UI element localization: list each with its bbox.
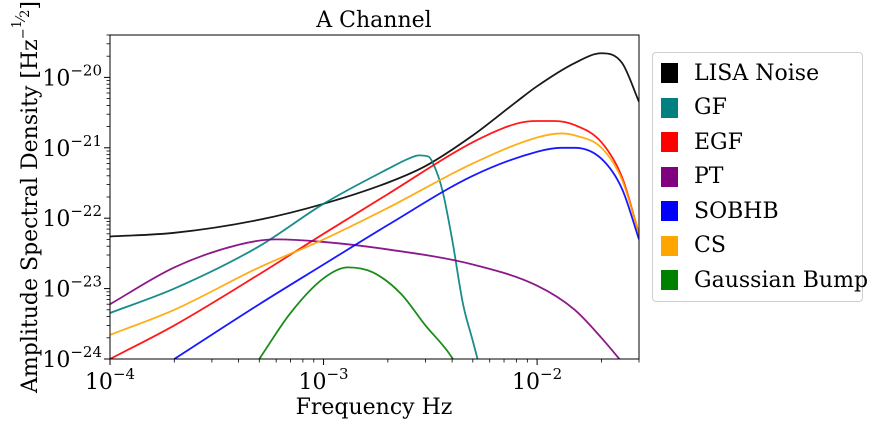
legend-label: Gaussian Bump bbox=[694, 267, 869, 293]
series-line-lisa-noise bbox=[110, 52, 639, 238]
y-axis-label-exp-num: 1 bbox=[10, 20, 25, 28]
legend: LISA Noise GF EGF PT SOBHB CS Gaussian Bump bbox=[652, 52, 868, 302]
series-line-pt bbox=[110, 238, 621, 359]
legend-swatch bbox=[661, 63, 678, 83]
legend-item-cs: CS bbox=[661, 231, 726, 261]
legend-item-lisa-noise: LISA Noise bbox=[661, 58, 819, 88]
y-tick-label: 10−23 bbox=[42, 273, 102, 303]
y-tick-label: 10−21 bbox=[42, 132, 102, 162]
legend-swatch bbox=[661, 235, 678, 256]
legend-item-pt: PT bbox=[661, 162, 723, 192]
legend-swatch bbox=[661, 270, 678, 290]
legend-label: SOBHB bbox=[694, 198, 779, 224]
legend-swatch bbox=[661, 132, 678, 152]
y-axis-label: Amplitude Spectral Density [Hz−1⁄2] bbox=[10, 1, 43, 394]
chart-title: A Channel bbox=[315, 8, 431, 33]
series-line-gaussian-bump bbox=[258, 266, 455, 359]
ticks-layer: 10−4 10−3 10−2 10−24 10−23 10−22 10−21 10−20 bbox=[42, 34, 640, 395]
x-axis-label: Frequency Hz bbox=[296, 395, 453, 420]
legend-item-gaussian-bump: Gaussian Bump bbox=[661, 265, 868, 295]
x-tick-label: 10−2 bbox=[512, 365, 562, 395]
legend-item-egf: EGF bbox=[661, 127, 743, 157]
legend-label: GF bbox=[694, 95, 727, 120]
y-tick-label: 10−24 bbox=[42, 343, 102, 373]
y-axis-label-main: Amplitude Spectral Density [Hz bbox=[18, 39, 43, 394]
svg-text:Amplitude Spectral Density [Hz: Amplitude Spectral Density [Hz−1⁄2] bbox=[10, 1, 43, 394]
legend-label: PT bbox=[694, 164, 724, 189]
plot-frame bbox=[109, 34, 640, 360]
y-tick-label: 10−20 bbox=[42, 61, 102, 91]
series-line-egf bbox=[110, 120, 639, 359]
series-line-sobhb bbox=[173, 146, 639, 359]
series-line-cs bbox=[110, 132, 639, 336]
series-layer bbox=[110, 52, 639, 359]
legend-item-sobhb: SOBHB bbox=[661, 196, 779, 226]
y-axis-label-exp-den: 2 bbox=[18, 10, 33, 18]
legend-item-gf: GF bbox=[661, 93, 727, 123]
x-tick-label: 10−3 bbox=[298, 365, 348, 395]
x-tick-label: 10−4 bbox=[85, 365, 135, 395]
legend-swatch bbox=[661, 201, 678, 221]
legend-label: CS bbox=[694, 233, 726, 258]
legend-swatch bbox=[661, 97, 678, 118]
legend-label: LISA Noise bbox=[694, 60, 820, 86]
y-tick-label: 10−22 bbox=[42, 202, 102, 232]
series-line-gf bbox=[110, 154, 479, 359]
legend-label: EGF bbox=[694, 129, 743, 155]
legend-swatch bbox=[661, 166, 678, 187]
y-axis-label-close: ] bbox=[18, 1, 43, 10]
